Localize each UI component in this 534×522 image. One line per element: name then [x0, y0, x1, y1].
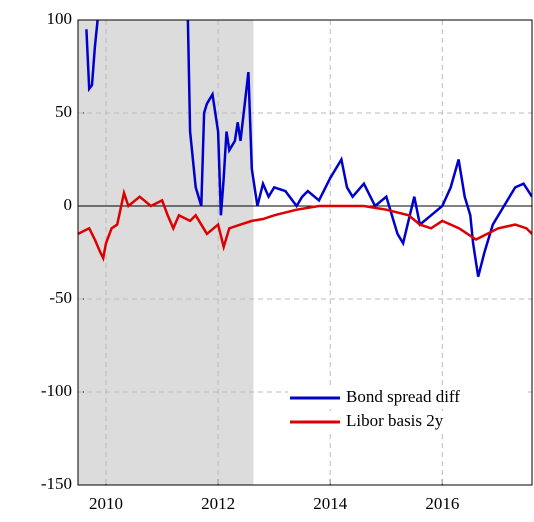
plot-area: [78, 20, 532, 278]
y-tick-label: 100: [47, 9, 73, 28]
legend-bg: [288, 411, 526, 433]
plot-frame: [77, 19, 533, 486]
x-tick-label: 2010: [89, 494, 123, 513]
y-tick-label: 0: [64, 195, 73, 214]
series-line: [85, 20, 532, 278]
legend-label: Bond spread diff: [346, 387, 460, 406]
legend-bg: [288, 387, 526, 409]
legend-label: Libor basis 2y: [346, 411, 444, 430]
x-tick-label: 2012: [201, 494, 235, 513]
series-line: [78, 188, 532, 262]
y-tick-label: -50: [49, 288, 72, 307]
x-tick-label: 2014: [313, 494, 348, 513]
y-tick-label: -100: [41, 381, 72, 400]
x-tick-label: 2016: [425, 494, 459, 513]
shaded-region: [78, 20, 254, 485]
y-tick-label: 50: [55, 102, 72, 121]
y-tick-label: -150: [41, 474, 72, 493]
